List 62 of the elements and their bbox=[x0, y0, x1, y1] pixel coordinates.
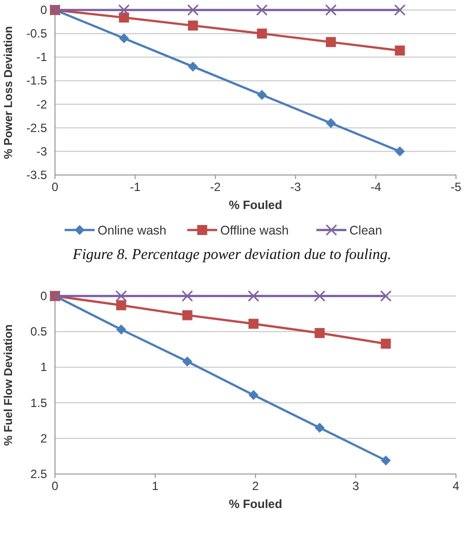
point bbox=[115, 290, 127, 302]
y-axis-title: % Power Loss Deviation bbox=[3, 26, 15, 159]
point bbox=[182, 310, 192, 320]
point bbox=[182, 356, 192, 367]
point bbox=[325, 4, 337, 16]
point bbox=[116, 324, 126, 334]
point bbox=[248, 318, 258, 329]
point bbox=[314, 328, 325, 338]
legend-label: Clean bbox=[349, 224, 382, 238]
x-axis-title: % Fouled bbox=[228, 198, 282, 212]
y-tick-label: 1 bbox=[40, 360, 48, 374]
point bbox=[256, 90, 267, 100]
y-tick-label: 0.5 bbox=[30, 324, 48, 339]
point bbox=[326, 118, 336, 128]
point bbox=[256, 28, 267, 39]
x-tick-label: -1 bbox=[130, 180, 141, 194]
legend-label: Offline wash bbox=[220, 224, 289, 238]
point bbox=[314, 422, 325, 433]
point bbox=[182, 290, 194, 302]
x-tick-label: 1 bbox=[152, 479, 159, 493]
x-tick-label: 3 bbox=[352, 479, 360, 493]
y-tick-label: -2.5 bbox=[26, 120, 48, 135]
y-tick-label: -1 bbox=[36, 50, 48, 64]
point bbox=[248, 290, 260, 302]
x-tick-label: -2 bbox=[210, 180, 222, 194]
point bbox=[188, 20, 198, 31]
caption: Figure 8. Percentage power deviation due to fouling. bbox=[72, 247, 392, 263]
point bbox=[394, 46, 405, 56]
point bbox=[394, 146, 405, 156]
x-tick-label: 4 bbox=[452, 479, 460, 493]
point bbox=[118, 4, 130, 16]
legend-label: Online wash bbox=[98, 224, 166, 238]
y-axis-title: % Fuel Flow Deviation bbox=[3, 324, 15, 446]
y-tick-label: -1.5 bbox=[26, 74, 48, 88]
y-tick-label: 0 bbox=[40, 289, 48, 303]
point bbox=[326, 37, 336, 48]
x-tick-label: 0 bbox=[52, 180, 59, 194]
point bbox=[187, 4, 199, 16]
point bbox=[116, 300, 126, 310]
point bbox=[256, 4, 268, 16]
y-tick-label: 2.5 bbox=[30, 467, 48, 481]
point bbox=[380, 338, 391, 349]
y-tick-label: 2 bbox=[40, 431, 48, 446]
y-tick-label: 0 bbox=[40, 3, 48, 17]
y-tick-label: -3 bbox=[36, 144, 48, 158]
point bbox=[380, 455, 391, 466]
point bbox=[188, 62, 198, 72]
x-tick-label: -4 bbox=[370, 180, 382, 194]
x-axis-title: % Fouled bbox=[228, 497, 282, 511]
point bbox=[118, 33, 129, 44]
point bbox=[394, 4, 406, 16]
y-tick-label: 1.5 bbox=[30, 396, 48, 410]
point bbox=[314, 290, 326, 302]
x-tick-label: 0 bbox=[52, 479, 59, 493]
x-tick-label: -5 bbox=[450, 180, 462, 194]
y-tick-label: -3.5 bbox=[26, 168, 48, 182]
x-tick-label: -3 bbox=[290, 180, 302, 194]
point bbox=[380, 290, 392, 302]
y-tick-label: -2 bbox=[36, 97, 48, 112]
y-tick-label: -0.5 bbox=[26, 26, 48, 41]
x-tick-label: 2 bbox=[252, 479, 260, 493]
point bbox=[248, 390, 258, 400]
